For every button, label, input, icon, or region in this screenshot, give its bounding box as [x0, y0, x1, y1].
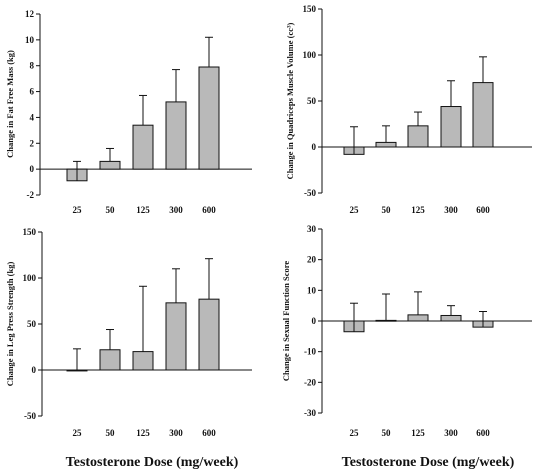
x-tick-label: 300 [169, 205, 183, 215]
y-tick-label: 100 [23, 273, 37, 283]
fat-free-mass-chart: -2 0 2 4 6 8 10 12 25 50 125 300 600 Change in Fat Fr… [5, 9, 252, 215]
y-tick-label: 50 [307, 96, 317, 106]
bar [407, 125, 429, 148]
y-tick-label: 0 [312, 316, 317, 326]
y-tick-label: 0 [312, 142, 317, 152]
y-tick-label: 0 [32, 365, 37, 375]
y-tick-label: 6 [30, 87, 35, 97]
bar [99, 160, 121, 170]
bar [165, 302, 187, 371]
y-tick-label: 10 [25, 35, 35, 45]
y-tick-label: 100 [303, 50, 317, 60]
y-tick-label: 12 [25, 9, 35, 19]
x-tick-label: 50 [106, 205, 116, 215]
y-axis-label: Change in Quadriceps Muscle Volume (cc³) [285, 22, 295, 179]
x-tick-label: 300 [169, 428, 183, 438]
x-tick-label: 25 [350, 428, 360, 438]
y-tick-label: 150 [303, 4, 317, 14]
bar [132, 351, 154, 371]
x-tick-label: 600 [476, 428, 490, 438]
bar [198, 66, 220, 170]
y-tick-label: 150 [23, 227, 37, 237]
x-tick-label: 25 [73, 205, 83, 215]
bar [375, 319, 397, 322]
bar [165, 101, 187, 170]
x-tick-label: 25 [73, 428, 83, 438]
bar [472, 82, 494, 148]
x-tick-label: 125 [136, 428, 150, 438]
sexual-function-chart: -30 -20 -10 0 10 20 30 25 50 125 300 600 Change in S… [281, 224, 532, 438]
x-tick-label: 600 [476, 205, 490, 215]
bar [198, 298, 220, 371]
x-tick-label: 125 [411, 428, 425, 438]
bar [407, 314, 429, 322]
x-tick-label: 50 [382, 205, 392, 215]
y-tick-label: 20 [307, 255, 317, 265]
y-tick-label: -2 [27, 190, 35, 200]
x-tick-label: 300 [444, 428, 458, 438]
x-tick-label: 125 [411, 205, 425, 215]
y-tick-label: -50 [24, 411, 36, 421]
x-tick-label: 125 [136, 205, 150, 215]
y-tick-label: 10 [307, 285, 317, 295]
y-tick-label: 50 [27, 319, 37, 329]
x-tick-label: 50 [106, 428, 116, 438]
x-axis-title-right: Testosterone Dose (mg/week) [342, 455, 515, 470]
bar [99, 349, 121, 371]
y-tick-label: 0 [30, 164, 35, 174]
y-tick-label: 2 [30, 138, 35, 148]
y-tick-label: -30 [304, 408, 316, 418]
x-tick-label: 300 [444, 205, 458, 215]
y-axis-label: Change in Sexual Function Score [281, 261, 291, 382]
bar [132, 124, 154, 170]
y-tick-label: -20 [304, 377, 316, 387]
bar [375, 141, 397, 148]
y-tick-label: 8 [30, 61, 35, 71]
x-tick-label: 600 [202, 205, 216, 215]
y-axis-label: Change in Fat Free Mass (kg) [5, 50, 15, 158]
x-tick-label: 600 [202, 428, 216, 438]
y-tick-label: 4 [30, 112, 35, 122]
y-tick-label: -50 [304, 188, 316, 198]
quadriceps-volume-chart: -50 0 50 100 150 25 50 125 300 600 Change in Quadr… [285, 4, 532, 215]
bar [440, 106, 462, 148]
x-tick-label: 50 [382, 428, 392, 438]
leg-press-strength-chart: -50 0 50 100 150 25 50 125 300 600 Change in Leg P… [5, 227, 252, 438]
y-tick-label: 30 [307, 224, 317, 234]
x-axis-title-left: Testosterone Dose (mg/week) [66, 455, 239, 470]
x-tick-label: 25 [350, 205, 360, 215]
y-tick-label: -10 [304, 347, 316, 357]
y-axis-label: Change in Leg Press Strength (kg) [5, 262, 15, 387]
bar [440, 314, 462, 322]
